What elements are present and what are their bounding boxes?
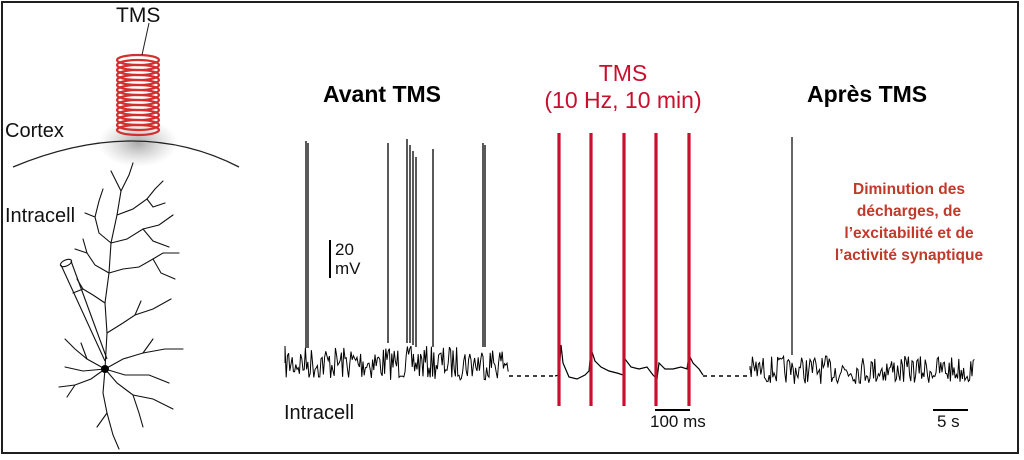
voltage-scale-value: 20 (335, 240, 354, 259)
title-before-tms: Avant TMS (323, 81, 441, 107)
effect-annotation-line: l’activité synaptique (834, 247, 984, 264)
neuron-soma (101, 365, 109, 373)
tms-coil-label: TMS (116, 4, 161, 27)
title-after-tms: Après TMS (807, 81, 928, 107)
figure-frame: TMS Cortex Intracell (1, 1, 1019, 454)
title-during-tms-line2: (10 Hz, 10 min) (544, 87, 702, 113)
time-scale-label-100ms: 100 ms (650, 412, 706, 431)
voltage-scale-label: 20 mV (335, 240, 361, 278)
neuron-dendrites (58, 162, 184, 450)
tms-pulses (557, 133, 691, 406)
effect-annotation: Diminution des décharges, de l’excitabil… (811, 179, 1007, 267)
intracell-pipette (59, 258, 108, 362)
tms-coil-icon (115, 53, 161, 137)
spikes-before (305, 139, 486, 348)
trace-during-tms (554, 344, 704, 381)
trace-after-noise (749, 354, 975, 385)
trace-before-noise (284, 345, 509, 381)
neuron-schematic (12, 22, 240, 450)
effect-annotation-line: Diminution des (853, 181, 965, 198)
title-during-tms: TMS (10 Hz, 10 min) (523, 60, 723, 114)
cortex-label: Cortex (5, 120, 64, 142)
effect-annotation-line: l’excitabilité et de (844, 225, 974, 242)
recording-traces (284, 133, 975, 411)
cortex-surface (12, 140, 240, 168)
coil-leader-line (141, 22, 150, 56)
intracell-trace-label: Intracell (284, 402, 355, 424)
effect-annotation-line: décharges, de (856, 203, 962, 220)
voltage-scale-unit: mV (335, 259, 361, 278)
time-scale-label-5s: 5 s (937, 412, 960, 431)
title-during-tms-line1: TMS (598, 60, 648, 86)
intracell-pipette-label: Intracell (5, 205, 76, 227)
